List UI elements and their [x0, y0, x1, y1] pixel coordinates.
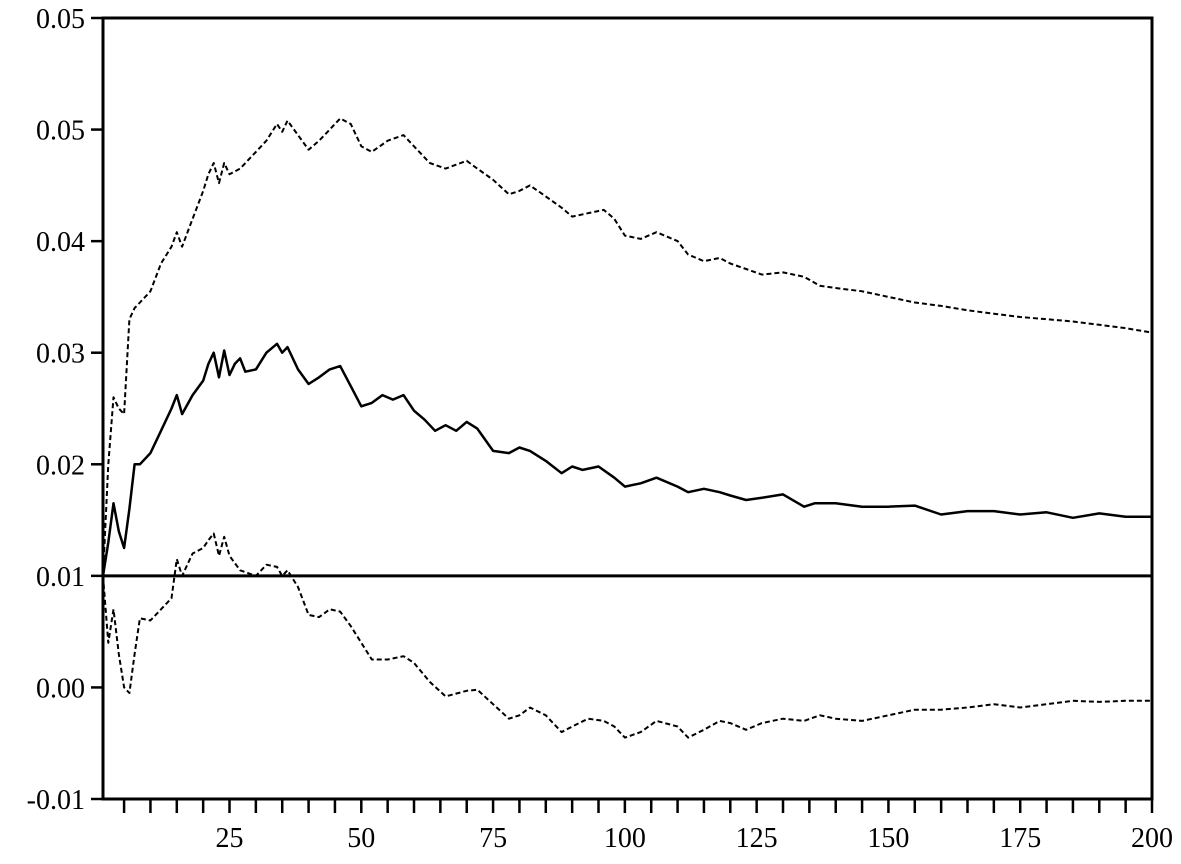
- y-tick-label: 0.03: [36, 339, 85, 370]
- plot-frame: [101, 16, 1154, 801]
- x-tick-label: 50: [347, 823, 375, 854]
- x-tick-label: 200: [1131, 823, 1173, 854]
- series-lower-band: [102, 532, 1152, 739]
- y-tick-label: 0.02: [36, 450, 85, 481]
- series-center-line: [101, 342, 1152, 577]
- x-tick-label: 75: [479, 823, 507, 854]
- y-tick-label: 0.00: [36, 673, 85, 704]
- y-tick-label: 0.05: [36, 4, 85, 35]
- y-tick-label: -0.01: [27, 785, 85, 816]
- y-tick-label: 0.05: [36, 116, 85, 147]
- y-axis-ticks: -0.01 0.00 0.01 0.02 0.03 0.04 0.05 0.05: [27, 4, 103, 816]
- x-tick-label: 100: [604, 823, 646, 854]
- x-tick-label: 125: [736, 823, 778, 854]
- x-tick-label: 175: [999, 823, 1041, 854]
- x-tick-label: 25: [216, 823, 244, 854]
- series-upper-band: [102, 117, 1153, 576]
- x-tick-label: 150: [867, 823, 909, 854]
- y-tick-label: 0.04: [36, 227, 85, 258]
- series-layer: [101, 117, 1153, 739]
- y-tick-label: 0.01: [36, 562, 85, 593]
- x-axis-ticks: 25 50 75 100 125 150 175 200: [122, 799, 1173, 854]
